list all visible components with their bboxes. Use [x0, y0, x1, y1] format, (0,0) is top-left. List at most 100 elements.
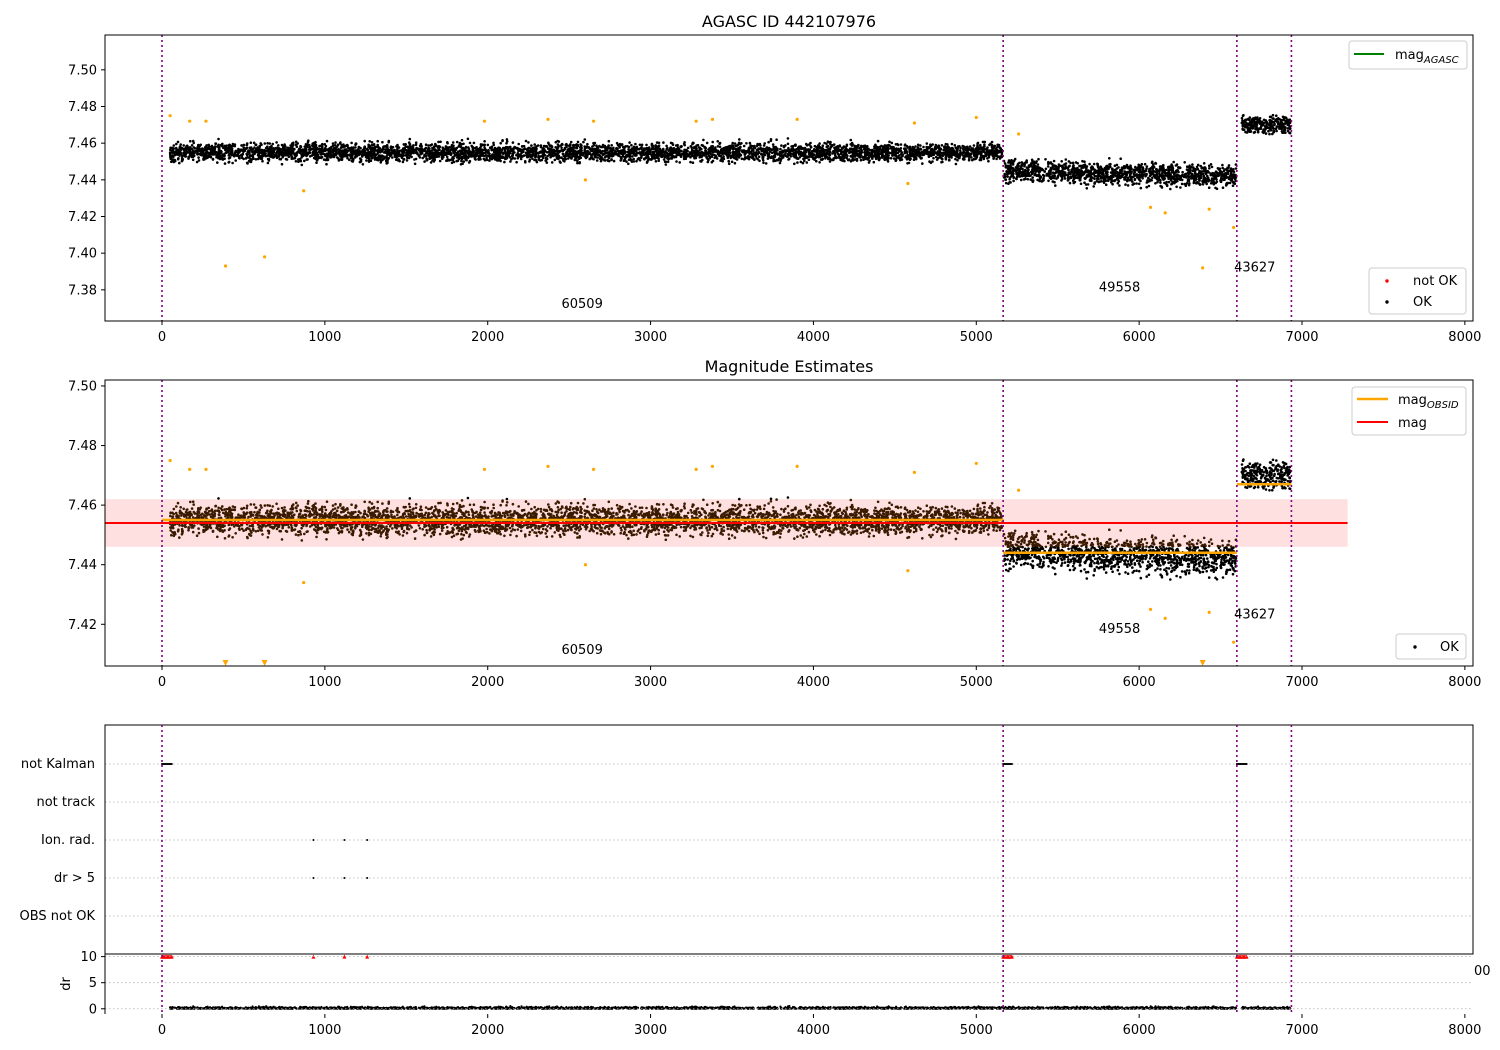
data-point — [757, 143, 760, 146]
data-point — [464, 156, 468, 160]
data-point — [527, 155, 530, 158]
data-point — [181, 154, 184, 157]
data-point — [655, 155, 658, 158]
data-point — [999, 149, 1003, 152]
data-point — [326, 156, 329, 160]
data-point — [824, 157, 827, 160]
data-point — [398, 149, 401, 153]
data-point — [501, 155, 504, 158]
data-point — [859, 146, 862, 150]
data-point — [622, 148, 626, 152]
data-point — [336, 157, 340, 160]
data-point — [739, 142, 742, 146]
data-point — [757, 151, 760, 155]
data-point — [855, 146, 859, 149]
data-point — [858, 155, 861, 159]
data-point — [639, 151, 643, 154]
data-point — [253, 152, 256, 156]
data-point — [840, 149, 843, 153]
data-point — [252, 141, 256, 145]
data-point — [396, 146, 400, 149]
data-point — [619, 156, 623, 159]
data-point — [699, 151, 703, 154]
data-point — [809, 145, 812, 148]
data-point — [296, 142, 300, 145]
data-point — [486, 143, 490, 147]
data-point — [886, 150, 890, 154]
data-point — [265, 146, 269, 149]
data-point — [408, 137, 412, 141]
data-point — [186, 144, 189, 148]
data-point — [793, 143, 797, 147]
data-point — [370, 157, 373, 160]
data-point — [305, 152, 309, 156]
data-point — [722, 151, 725, 154]
data-point — [490, 148, 494, 152]
data-point — [846, 154, 849, 158]
data-point — [186, 147, 189, 150]
data-point — [325, 162, 328, 166]
data-point — [878, 156, 881, 159]
data-point — [1104, 183, 1108, 186]
data-point — [915, 149, 919, 153]
data-point — [182, 144, 185, 147]
data-point — [494, 157, 498, 160]
data-point — [686, 146, 690, 150]
data-point — [986, 146, 989, 149]
data-point — [472, 141, 476, 145]
data-point — [898, 149, 902, 152]
data-point — [267, 157, 271, 161]
data-point — [576, 140, 580, 144]
data-point — [995, 154, 999, 158]
data-point — [664, 163, 668, 166]
data-point — [319, 156, 322, 159]
data-point — [650, 158, 653, 161]
data-point — [320, 144, 324, 147]
data-point — [750, 148, 754, 152]
data-point — [876, 139, 880, 143]
data-point — [389, 151, 393, 155]
data-point — [594, 156, 598, 159]
data-point — [238, 157, 241, 160]
data-point — [526, 147, 530, 150]
data-point — [744, 151, 747, 155]
data-point — [603, 158, 606, 162]
data-point — [911, 147, 914, 150]
data-point — [630, 150, 634, 154]
data-point — [354, 142, 358, 146]
data-point — [445, 159, 448, 162]
data-point — [932, 156, 935, 160]
data-point — [680, 153, 684, 156]
data-point — [762, 155, 765, 159]
data-point — [610, 151, 614, 155]
data-point — [733, 147, 737, 151]
data-point — [246, 162, 249, 165]
data-point — [430, 154, 434, 157]
data-point — [828, 141, 831, 144]
data-point — [528, 158, 532, 161]
data-point — [786, 152, 790, 156]
data-point — [180, 146, 184, 150]
data-point — [836, 145, 839, 148]
data-point — [646, 146, 650, 150]
data-point — [520, 145, 524, 148]
data-point — [974, 152, 978, 156]
data-point — [645, 156, 648, 160]
data-point — [947, 145, 950, 149]
data-point — [619, 159, 622, 162]
data-point — [857, 149, 860, 153]
data-point — [519, 157, 523, 161]
data-point — [1116, 181, 1120, 185]
data-point — [271, 152, 275, 155]
data-point — [318, 144, 321, 148]
data-point — [414, 141, 418, 144]
data-point — [1183, 161, 1186, 164]
data-point — [254, 143, 258, 146]
data-point — [1119, 157, 1122, 160]
data-point — [805, 142, 808, 146]
data-point — [874, 155, 878, 159]
data-point — [314, 140, 317, 144]
data-point — [271, 142, 275, 146]
data-point — [792, 153, 795, 157]
data-point — [328, 147, 332, 150]
